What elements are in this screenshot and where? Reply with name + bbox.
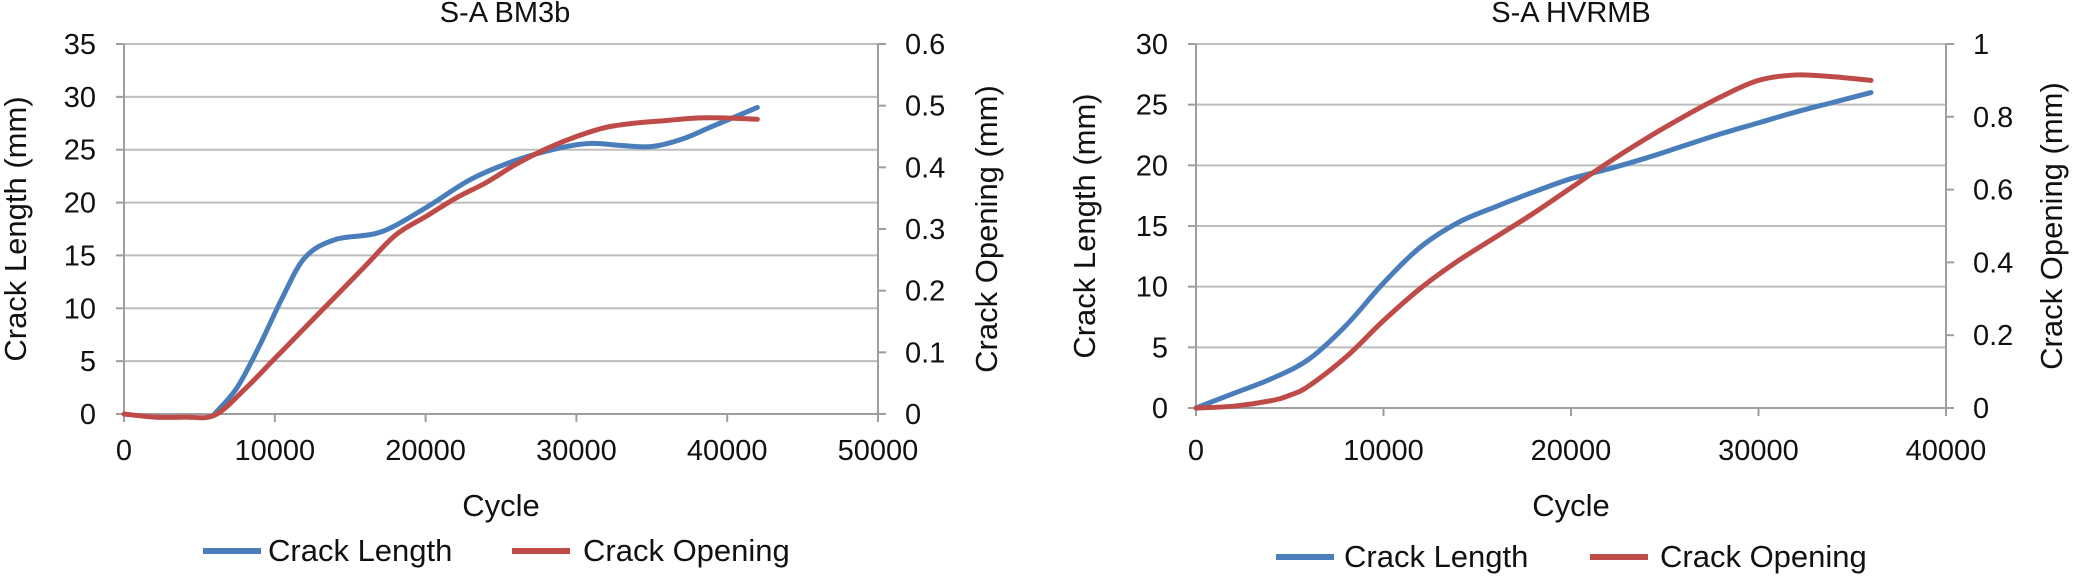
chart1-y2-tick-label: 0.5 — [905, 91, 945, 123]
chart2-x-tick-label: 40000 — [1906, 435, 1987, 467]
chart2-x-axis-label: Cycle — [1532, 488, 1610, 523]
chart2-series-crack-opening-line — [1193, 72, 1874, 411]
chart2-y2-tick-label: 0.8 — [1973, 102, 2013, 134]
chart1-y-tick-label: 35 — [64, 29, 96, 61]
chart1-y2-tick-label: 0.6 — [905, 29, 945, 61]
chart1-x-tick-label: 20000 — [385, 435, 466, 467]
chart1-x-tick-label: 10000 — [234, 435, 315, 467]
chart2-title: S-A HVRMB — [1491, 0, 1651, 29]
chart1-y-tick-label: 5 — [80, 346, 96, 378]
chart1-y-tick-label: 15 — [64, 240, 96, 272]
chart1-legend-crack-opening-label: Crack Opening — [583, 533, 790, 568]
chart1-series-crack-opening-line — [121, 115, 760, 421]
chart1-series-crack-length-line — [211, 104, 760, 417]
chart1-y2-tick-label: 0.4 — [905, 152, 945, 184]
chart2-x-tick-label: 20000 — [1531, 435, 1612, 467]
chart1-x-tick-label: 40000 — [687, 435, 768, 467]
chart1-y-tick-label: 30 — [64, 82, 96, 114]
chart1-y2-tick-label: 0.3 — [905, 214, 945, 246]
chart2-y-tick-label: 0 — [1152, 393, 1168, 425]
chart1-y-tick-label: 20 — [64, 188, 96, 220]
chart2-series-crack-length-line — [1193, 90, 1874, 411]
chart2-y2-tick-label: 1 — [1973, 29, 1989, 61]
chart2-y-tick-label: 5 — [1152, 332, 1168, 364]
chart1-y-tick-label: 0 — [80, 399, 96, 431]
chart2-y2-tick-label: 0.2 — [1973, 320, 2013, 352]
chart1-legend-crack-length-label: Crack Length — [268, 533, 452, 568]
chart1-x-axis-label: Cycle — [462, 488, 540, 523]
chart1-x-tick-label: 30000 — [536, 435, 617, 467]
chart1-y-tick-label: 25 — [64, 135, 96, 167]
chart1-y2-axis-label: Crack Opening (mm) — [969, 85, 1004, 373]
chart1-y-tick-label: 10 — [64, 293, 96, 325]
chart2-y-axis-label: Crack Length (mm) — [1067, 93, 1102, 358]
chart2-x-tick-label: 0 — [1188, 435, 1204, 467]
chart2-y-tick-label: 20 — [1136, 150, 1168, 182]
chart1-y2-tick-label: 0.2 — [905, 276, 945, 308]
chart1-x-tick-label: 0 — [116, 435, 132, 467]
chart2-legend-crack-opening-label: Crack Opening — [1660, 539, 1867, 574]
chart1-y-axis-label: Crack Length (mm) — [0, 96, 33, 361]
chart1-x-tick-label: 50000 — [838, 435, 919, 467]
chart2-x-tick-label: 10000 — [1343, 435, 1424, 467]
chart1-title: S-A BM3b — [440, 0, 571, 29]
chart2-y2-axis-label: Crack Opening (mm) — [2034, 82, 2069, 370]
chart2-y-tick-label: 30 — [1136, 29, 1168, 61]
chart2-x-tick-label: 30000 — [1718, 435, 1799, 467]
chart1-y2-tick-label: 0.1 — [905, 337, 945, 369]
chart2-y2-tick-label: 0 — [1973, 393, 1989, 425]
chart2-y2-tick-label: 0.4 — [1973, 247, 2013, 279]
chart1-y2-tick-label: 0 — [905, 399, 921, 431]
chart2-y-tick-label: 25 — [1136, 90, 1168, 122]
chart2-legend-crack-length-label: Crack Length — [1344, 539, 1528, 574]
chart2-y-tick-label: 15 — [1136, 211, 1168, 243]
chart2-y-tick-label: 10 — [1136, 272, 1168, 304]
chart2-y2-tick-label: 0.6 — [1973, 175, 2013, 207]
